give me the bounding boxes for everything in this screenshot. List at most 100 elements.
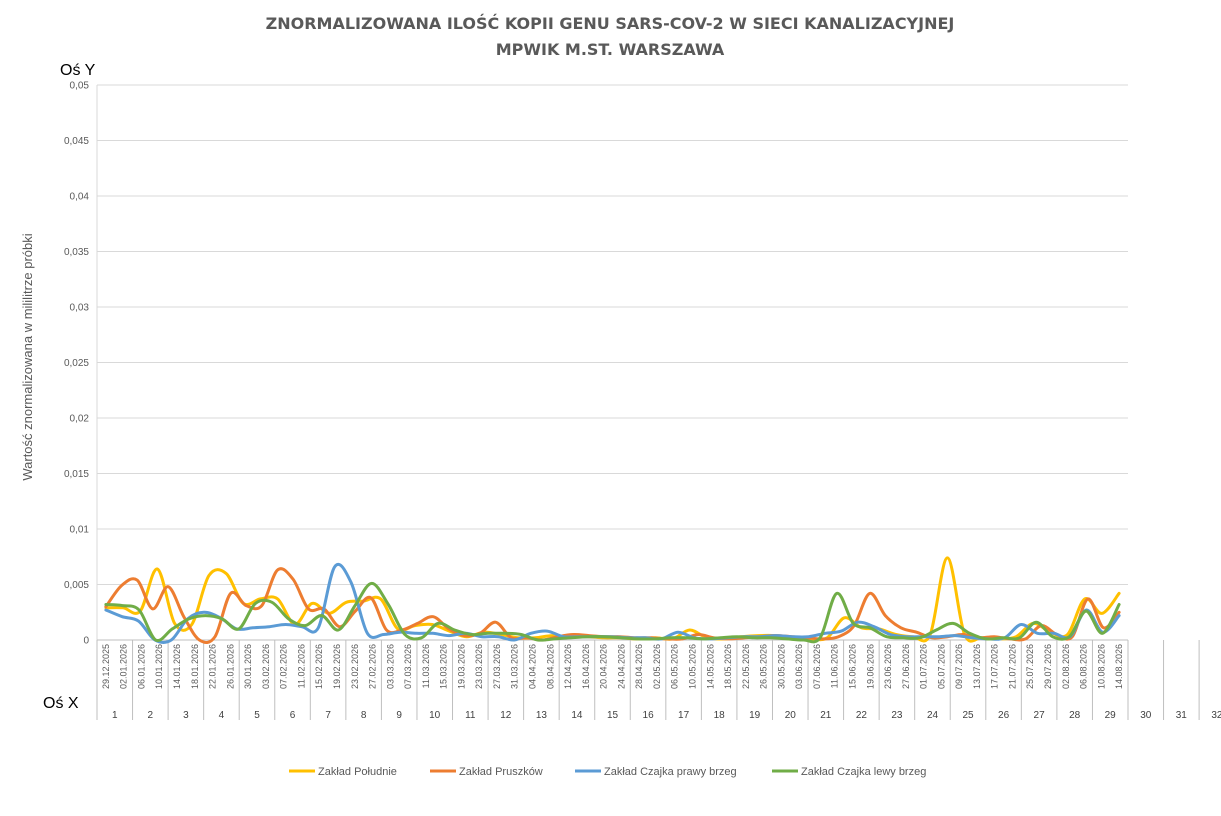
week-label: 17	[678, 710, 690, 721]
x-tick-label: 14.05.2026	[705, 644, 715, 689]
week-label: 8	[361, 710, 367, 721]
week-label: 30	[1140, 710, 1152, 721]
x-tick-label: 27.03.2026	[492, 644, 502, 689]
week-label: 23	[891, 710, 903, 721]
x-tick-label: 10.01.2026	[154, 644, 164, 689]
x-tick-label: 27.06.2026	[901, 644, 911, 689]
x-tick-label: 31.03.2026	[510, 644, 520, 689]
x-tick-label: 19.02.2026	[332, 644, 342, 689]
x-tick-label: 23.02.2026	[350, 644, 360, 689]
legend-label: Zakład Czajka lewy brzeg	[801, 766, 926, 778]
legend: Zakład Południe Zakład Pruszków Zakład Cza…	[289, 766, 926, 778]
x-tick-label: 24.04.2026	[616, 644, 626, 689]
x-tick-label: 04.04.2026	[528, 644, 538, 689]
x-tick-label: 02.01.2026	[119, 644, 129, 689]
week-label: 1	[112, 710, 118, 721]
x-axis-name: Oś X	[43, 695, 79, 712]
x-tick-label: 12.04.2026	[563, 644, 573, 689]
x-tick-label: 15.06.2026	[848, 644, 858, 689]
y-tick-label: 0	[83, 636, 89, 647]
week-label: 31	[1176, 710, 1188, 721]
week-label: 26	[998, 710, 1010, 721]
x-tick-label: 05.07.2026	[936, 644, 946, 689]
y-axis-label: Wartość znormalizowana w mililitrze prób…	[20, 233, 35, 480]
week-label: 29	[1105, 710, 1117, 721]
x-tick-label: 30.01.2026	[243, 644, 253, 689]
week-label: 22	[856, 710, 868, 721]
week-label: 5	[254, 710, 260, 721]
week-label: 32	[1211, 710, 1221, 721]
y-tick-label: 0,045	[64, 136, 89, 147]
week-label: 18	[714, 710, 726, 721]
week-label: 2	[148, 710, 154, 721]
x-tick-label: 25.07.2026	[1025, 644, 1035, 689]
x-tick-label: 10.08.2026	[1096, 644, 1106, 689]
x-tick-label: 26.01.2026	[225, 644, 235, 689]
x-tick-label: 07.03.2026	[403, 644, 413, 689]
x-tick-label: 30.05.2026	[776, 644, 786, 689]
x-tick-label: 22.01.2026	[208, 644, 218, 689]
x-tick-label: 20.04.2026	[599, 644, 609, 689]
x-tick-label: 11.06.2026	[830, 644, 840, 688]
x-tick-label: 03.02.2026	[261, 644, 271, 689]
week-label: 11	[465, 710, 476, 721]
legend-label: Zakład Czajka prawy brzeg	[604, 766, 737, 778]
gridlines	[96, 84, 1128, 641]
x-tick-label: 03.06.2026	[794, 644, 804, 689]
x-tick-label: 15.03.2026	[439, 644, 449, 689]
x-tick-label: 29.12.2025	[101, 644, 111, 689]
y-tick-label: 0,02	[70, 414, 90, 425]
x-tick-label: 22.05.2026	[741, 644, 751, 689]
x-tick-label: 13.07.2026	[972, 644, 982, 689]
x-tick-label: 07.02.2026	[279, 644, 289, 689]
x-tick-label: 14.08.2026	[1114, 644, 1124, 689]
x-tick-label: 02.08.2026	[1061, 644, 1071, 689]
week-label: 28	[1069, 710, 1081, 721]
x-tick-label: 10.05.2026	[688, 644, 698, 689]
x-tick-label: 19.06.2026	[865, 644, 875, 689]
x-tick-label: 14.01.2026	[172, 644, 182, 689]
y-tick-label: 0,01	[70, 525, 90, 536]
week-label: 6	[290, 710, 296, 721]
y-tick-label: 0,04	[70, 192, 90, 203]
x-tick-label: 19.03.2026	[456, 644, 466, 689]
week-label: 21	[820, 710, 832, 721]
x-tick-label: 01.07.2026	[919, 644, 929, 689]
week-label: 20	[785, 710, 797, 721]
week-label: 19	[749, 710, 761, 721]
series-line-czajka-lewy	[104, 581, 1121, 644]
x-tick-label: 06.05.2026	[670, 644, 680, 689]
x-tick-label: 23.03.2026	[474, 644, 484, 689]
legend-label: Zakład Południe	[318, 766, 397, 778]
x-tick-label: 27.02.2026	[368, 644, 378, 689]
chart-title-line1: ZNORMALIZOWANA ILOŚĆ KOPII GENU SARS-COV…	[266, 14, 955, 33]
x-tick-label: 03.03.2026	[385, 644, 395, 689]
y-axis-name: Oś Y	[60, 62, 96, 79]
legend-label: Zakład Pruszków	[459, 766, 543, 778]
y-tick-label: 0,005	[64, 580, 89, 591]
x-tick-label: 11.03.2026	[421, 644, 431, 688]
week-label: 14	[571, 710, 583, 721]
y-tick-label: 0,035	[64, 247, 89, 258]
x-tick-label: 07.06.2026	[812, 644, 822, 689]
x-tick-label: 08.04.2026	[545, 644, 555, 689]
chart-title-line2: MPWIK M.ST. WARSZAWA	[496, 40, 725, 59]
x-tick-label: 16.04.2026	[581, 644, 591, 689]
x-tick-label: 26.05.2026	[759, 644, 769, 689]
x-tick-label: 28.04.2026	[634, 644, 644, 689]
week-label: 15	[607, 710, 619, 721]
y-tick-label: 0,05	[70, 81, 90, 92]
x-tick-label: 06.01.2026	[136, 644, 146, 689]
x-tick-label: 11.02.2026	[296, 644, 306, 688]
x-tick-label: 15.02.2026	[314, 644, 324, 689]
y-tick-label: 0,03	[70, 303, 90, 314]
week-label: 9	[396, 710, 402, 721]
series-lines	[104, 556, 1121, 644]
x-tick-label: 18.01.2026	[190, 644, 200, 689]
week-label: 10	[429, 710, 441, 721]
y-tick-label: 0,015	[64, 469, 89, 480]
week-label: 27	[1034, 710, 1046, 721]
week-label: 12	[500, 710, 512, 721]
x-tick-label: 21.07.2026	[1008, 644, 1018, 689]
